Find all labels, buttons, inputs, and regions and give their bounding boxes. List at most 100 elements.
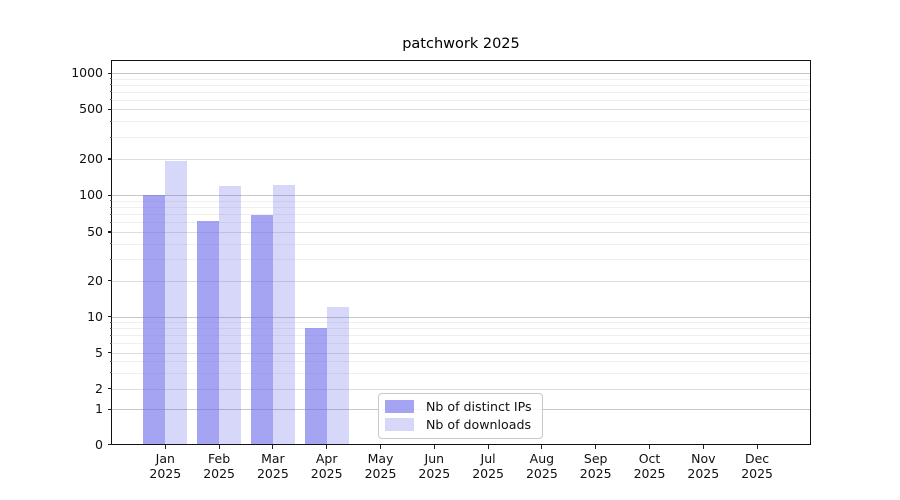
gridline-minor bbox=[112, 328, 810, 330]
x-tick-apr bbox=[326, 444, 328, 449]
x-tick-label-oct: Oct 2025 bbox=[633, 450, 666, 481]
x-tick-label-mar: Mar 2025 bbox=[256, 450, 289, 481]
y-minortick bbox=[110, 120, 112, 122]
x-tick-aug bbox=[541, 444, 543, 449]
y-minortick bbox=[110, 91, 112, 93]
y-tick-label-5: 5 bbox=[95, 344, 103, 360]
legend-swatch-distinct-ips bbox=[385, 400, 414, 413]
y-tick-label-2: 2 bbox=[95, 380, 103, 396]
x-tick-nov bbox=[702, 444, 704, 449]
x-tick-jul bbox=[487, 444, 489, 449]
gridline-2 bbox=[112, 388, 810, 390]
gridline-20 bbox=[112, 280, 810, 282]
gridline-minor bbox=[112, 361, 810, 363]
y-tick-label-1: 1 bbox=[95, 401, 103, 417]
gridline-1000 bbox=[112, 73, 810, 75]
y-minortick bbox=[110, 136, 112, 138]
legend-item-distinct-ips: Nb of distinct IPs bbox=[385, 398, 534, 416]
y-tick-100 bbox=[107, 194, 112, 196]
plot-area bbox=[112, 61, 810, 445]
x-tick-label-apr: Apr 2025 bbox=[310, 450, 343, 481]
y-minortick bbox=[110, 327, 112, 329]
gridline-100 bbox=[112, 195, 810, 197]
gridline-50 bbox=[112, 232, 810, 233]
y-tick-50 bbox=[107, 231, 112, 233]
gridline-minor bbox=[112, 78, 810, 80]
y-tick-label-10: 10 bbox=[87, 308, 103, 324]
x-tick-label-jun: Jun 2025 bbox=[418, 450, 451, 481]
y-tick-label-500: 500 bbox=[79, 101, 103, 117]
bar-nb-of-downloads-apr bbox=[326, 307, 349, 445]
x-tick-oct bbox=[648, 444, 651, 449]
legend: Nb of distinct IPs Nb of downloads bbox=[378, 392, 543, 439]
x-tick-label-feb: Feb 2025 bbox=[203, 450, 235, 481]
gridline-200 bbox=[112, 159, 810, 160]
x-tick-label-dec: Dec 2025 bbox=[741, 450, 773, 481]
y-minortick bbox=[110, 206, 112, 208]
y-minortick bbox=[110, 342, 112, 344]
y-tick-2 bbox=[107, 388, 112, 390]
x-tick-dec bbox=[756, 444, 758, 449]
y-minortick bbox=[110, 200, 112, 202]
bar-nb-of-downloads-mar bbox=[272, 184, 295, 445]
x-tick-label-nov: Nov 2025 bbox=[687, 450, 720, 481]
gridline-minor bbox=[112, 214, 810, 216]
y-minortick bbox=[110, 243, 112, 245]
y-minortick bbox=[110, 372, 112, 374]
gridline-minor bbox=[112, 99, 810, 101]
gridline-minor bbox=[112, 137, 810, 138]
gridline-minor bbox=[112, 222, 810, 224]
y-tick-500 bbox=[107, 108, 112, 110]
legend-swatch-downloads bbox=[385, 418, 414, 431]
gridline-5 bbox=[112, 352, 810, 354]
y-tick-1 bbox=[107, 408, 112, 410]
bar-nb-of-distinct-ips-feb bbox=[197, 220, 220, 445]
x-tick-jan bbox=[164, 444, 166, 449]
y-tick-0 bbox=[107, 443, 112, 446]
y-minortick bbox=[110, 213, 112, 215]
x-tick-sep bbox=[595, 444, 597, 449]
y-tick-label-1000: 1000 bbox=[71, 65, 103, 81]
gridline-minor bbox=[112, 121, 810, 123]
y-minortick bbox=[110, 360, 112, 362]
gridline-minor bbox=[112, 372, 810, 374]
x-tick-may bbox=[379, 444, 382, 449]
bar-nb-of-downloads-feb bbox=[219, 186, 242, 445]
gridline-minor bbox=[112, 91, 810, 93]
x-tick-label-sep: Sep 2025 bbox=[579, 450, 612, 481]
y-tick-10 bbox=[107, 316, 112, 318]
chart-title: patchwork 2025 bbox=[402, 36, 520, 52]
x-tick-jun bbox=[433, 444, 435, 449]
y-minortick bbox=[110, 78, 112, 80]
y-minortick bbox=[110, 334, 112, 336]
gridline-minor bbox=[112, 207, 810, 209]
x-tick-label-may: May 2025 bbox=[364, 450, 397, 481]
bar-nb-of-downloads-jan bbox=[165, 160, 188, 445]
y-tick-label-0: 0 bbox=[95, 436, 103, 452]
y-tick-label-50: 50 bbox=[87, 224, 103, 239]
gridline-minor bbox=[112, 322, 810, 324]
y-minortick bbox=[110, 258, 112, 260]
gridline-minor bbox=[112, 335, 810, 337]
y-tick-label-200: 200 bbox=[79, 151, 103, 166]
gridline-10 bbox=[112, 316, 810, 318]
y-tick-20 bbox=[107, 280, 112, 282]
x-tick-label-aug: Aug 2025 bbox=[525, 450, 558, 481]
y-minortick bbox=[110, 84, 112, 86]
gridline-minor bbox=[112, 343, 810, 345]
bar-nb-of-distinct-ips-mar bbox=[250, 214, 273, 445]
bar-nb-of-distinct-ips-apr bbox=[304, 328, 327, 445]
y-tick-label-20: 20 bbox=[87, 272, 103, 288]
x-tick-feb bbox=[218, 444, 220, 449]
gridline-minor bbox=[112, 259, 810, 261]
x-tick-mar bbox=[272, 444, 274, 449]
gridline-minor bbox=[112, 200, 810, 202]
x-tick-label-jan: Jan 2025 bbox=[149, 450, 182, 481]
legend-label-distinct-ips: Nb of distinct IPs bbox=[426, 399, 532, 414]
legend-item-downloads: Nb of downloads bbox=[385, 416, 534, 434]
gridline-minor bbox=[112, 84, 810, 86]
y-tick-5 bbox=[107, 352, 112, 354]
legend-label-downloads: Nb of downloads bbox=[426, 417, 532, 432]
gridline-500 bbox=[112, 109, 810, 111]
